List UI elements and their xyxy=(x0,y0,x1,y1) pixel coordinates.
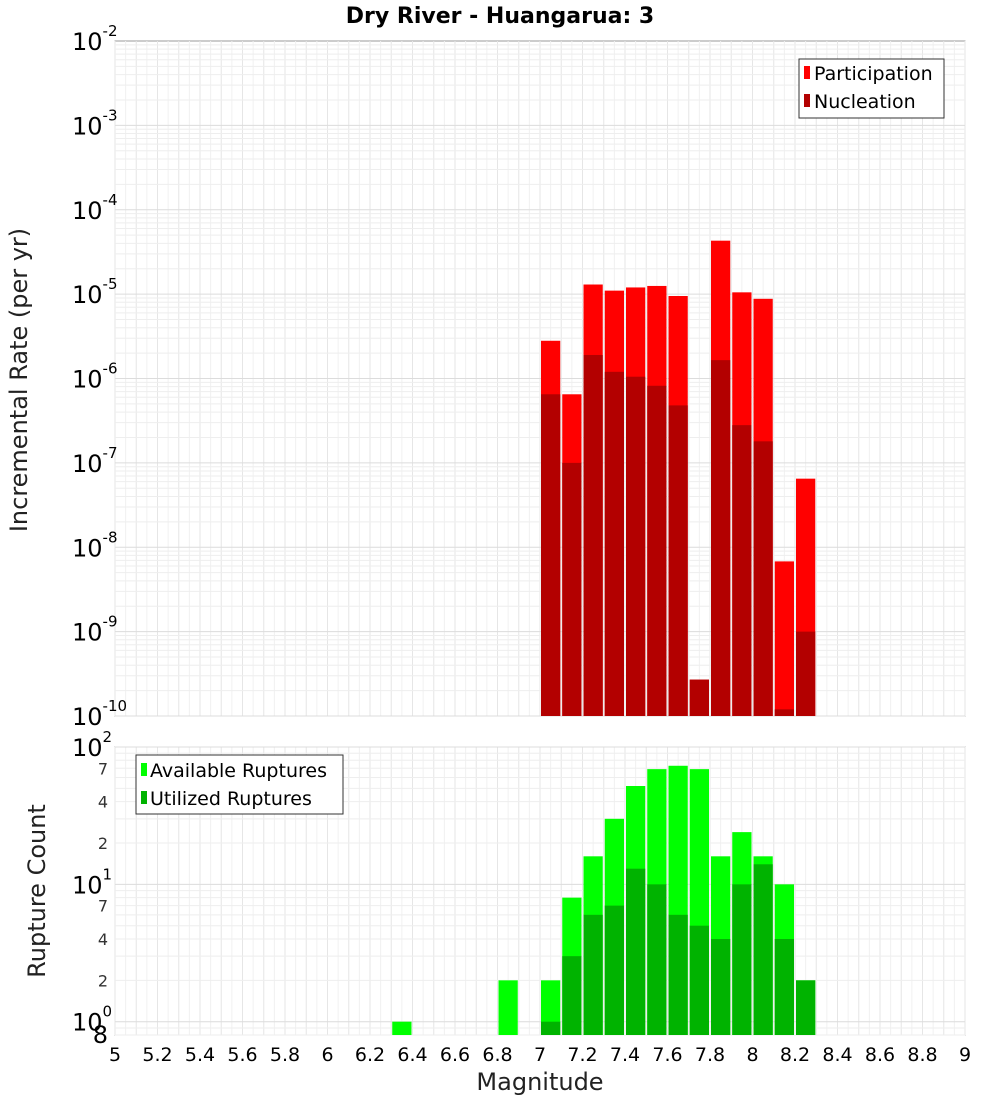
x-tick-label: 6.8 xyxy=(482,1044,512,1066)
rate-y-axis-label: Incremental Rate (per yr) xyxy=(5,228,33,532)
x-tick-label: 5.8 xyxy=(270,1044,300,1066)
nucleation-bar xyxy=(796,631,816,716)
available-bar xyxy=(498,980,518,1035)
participation-legend-swatch xyxy=(804,66,810,79)
utilized-legend-swatch xyxy=(141,791,147,804)
x-tick-label: 7.8 xyxy=(695,1044,725,1066)
utilized-bar xyxy=(583,914,603,1035)
nucleation-bar xyxy=(668,405,688,716)
nucleation-legend-label: Nucleation xyxy=(814,91,916,113)
y-tick-label: 10-2 xyxy=(72,22,118,56)
x-tick-label: 6.4 xyxy=(397,1044,427,1066)
y-tick-label: 10-5 xyxy=(72,275,118,309)
y-tick-label: 10-3 xyxy=(72,106,118,140)
x-axis-ticks: 5 5.2 5.4 5.6 5.8 6 6.2 6.4 6.6 6.8 7 7.2 7.4 7.6 7.8 8… xyxy=(109,1044,971,1066)
x-tick-label: 6 xyxy=(321,1044,333,1066)
count-y-minor-tick: 7 xyxy=(98,759,108,778)
count-y-minor-tick: 2 xyxy=(98,971,108,990)
nucleation-bar xyxy=(689,679,709,716)
available-bar xyxy=(392,1021,412,1035)
x-tick-label: 7.4 xyxy=(610,1044,640,1066)
nucleation-bar xyxy=(711,360,731,716)
utilized-bar xyxy=(711,939,731,1035)
count-y-minor-tick: 7 xyxy=(98,897,108,916)
nucleation-bar xyxy=(647,385,667,716)
count-legend-box xyxy=(135,754,344,815)
count-y-major-tick: 102 xyxy=(72,728,112,762)
available-legend-swatch xyxy=(141,763,147,776)
nucleation-bar xyxy=(562,462,582,716)
available-bar xyxy=(541,980,561,1035)
utilized-bar xyxy=(647,884,667,1035)
x-tick-label: 9 xyxy=(959,1044,971,1066)
x-tick-label: 6.6 xyxy=(440,1044,470,1066)
utilized-bar xyxy=(668,914,688,1035)
count-plot-bars xyxy=(392,765,816,1035)
count-y-minor-tick: 8 xyxy=(93,1021,108,1049)
count-y-axis-ticks: 102 101 100 7 4 2 7 4 2 8 xyxy=(72,728,112,1049)
utilized-bar xyxy=(732,884,752,1035)
rate-plot-grid xyxy=(114,41,966,717)
y-tick-label: 10-6 xyxy=(72,360,118,394)
rate-y-axis-ticks: 10-2 10-3 10-4 10-5 10-6 10-7 10-8 10-9 10-10 xyxy=(72,22,127,731)
nucleation-bar xyxy=(541,394,561,716)
x-axis-label: Magnitude xyxy=(476,1068,603,1096)
x-tick-label: 8.6 xyxy=(865,1044,895,1066)
chart-title: Dry River - Huangarua: 3 xyxy=(346,4,654,29)
utilized-bar xyxy=(796,980,816,1035)
x-tick-label: 8.8 xyxy=(907,1044,937,1066)
count-y-axis-label: Rupture Count xyxy=(23,804,51,978)
participation-bar xyxy=(774,561,794,716)
x-tick-label: 5.4 xyxy=(185,1044,215,1066)
count-y-minor-tick: 2 xyxy=(98,834,108,853)
rate-legend-box xyxy=(798,58,945,119)
count-plot-panel: 102 101 100 7 4 2 7 4 2 8 5 5.2 5.4 5.6 5.8 6 6.2 6.4 6.6… xyxy=(23,728,971,1096)
utilized-bar xyxy=(626,868,646,1035)
nucleation-bar xyxy=(604,371,624,716)
utilized-bar xyxy=(541,1021,561,1035)
y-tick-label: 10-8 xyxy=(72,528,118,562)
count-y-major-tick: 100 xyxy=(72,1003,112,1037)
count-y-minor-tick: 4 xyxy=(98,930,108,949)
x-tick-label: 5 xyxy=(109,1044,121,1066)
x-tick-label: 7.6 xyxy=(652,1044,682,1066)
x-tick-label: 8.2 xyxy=(780,1044,810,1066)
y-tick-label: 10-10 xyxy=(72,697,127,731)
x-tick-label: 7 xyxy=(534,1044,546,1066)
utilized-legend-label: Utilized Ruptures xyxy=(150,788,312,810)
utilized-bar xyxy=(562,956,582,1035)
count-legend: Available Ruptures Utilized Ruptures xyxy=(135,754,344,815)
y-tick-label: 10-9 xyxy=(72,613,118,647)
nucleation-bar xyxy=(583,354,603,716)
y-tick-label: 10-4 xyxy=(72,191,118,225)
rate-plot-panel: 10-2 10-3 10-4 10-5 10-6 10-7 10-8 10-9 10-10 In… xyxy=(5,22,966,731)
utilized-bar xyxy=(604,905,624,1035)
rate-legend: Participation Nucleation xyxy=(798,58,945,119)
nucleation-bar xyxy=(753,441,773,716)
nucleation-legend-swatch xyxy=(804,94,810,107)
x-tick-label: 5.6 xyxy=(227,1044,257,1066)
x-tick-label: 7.2 xyxy=(567,1044,597,1066)
participation-legend-label: Participation xyxy=(814,63,933,85)
x-tick-label: 6.2 xyxy=(355,1044,385,1066)
x-tick-label: 8.4 xyxy=(822,1044,852,1066)
utilized-bar xyxy=(689,925,709,1035)
count-y-major-tick: 101 xyxy=(72,865,112,899)
nucleation-bar xyxy=(732,425,752,716)
available-legend-label: Available Ruptures xyxy=(150,760,327,782)
x-tick-label: 5.2 xyxy=(142,1044,172,1066)
nucleation-bar xyxy=(626,376,646,716)
nucleation-bar xyxy=(774,709,794,716)
x-tick-label: 8 xyxy=(746,1044,758,1066)
count-y-minor-tick: 4 xyxy=(98,793,108,812)
utilized-bar xyxy=(753,864,773,1035)
rate-plot-bars xyxy=(541,240,816,717)
y-tick-label: 10-7 xyxy=(72,444,118,478)
utilized-bar xyxy=(774,939,794,1035)
